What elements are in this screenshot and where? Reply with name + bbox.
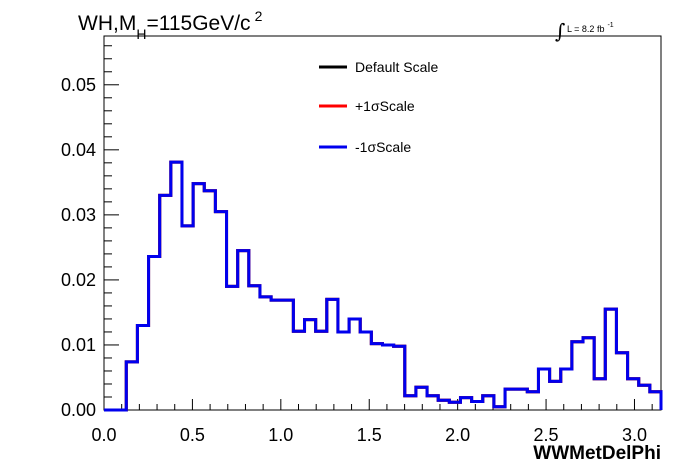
legend: Default Scale +1σScale -1σScale	[319, 59, 438, 155]
chart-title: WH,MH=115GeV/c 2	[78, 8, 263, 42]
x-tick-label: 1.5	[357, 425, 382, 445]
x-tick-label: 0.5	[180, 425, 205, 445]
y-tick-label: 0.01	[61, 335, 96, 355]
y-tick-label: 0.03	[61, 205, 96, 225]
y-tick-label: 0.05	[61, 75, 96, 95]
series-line-1	[104, 160, 663, 412]
x-axis: 0.0 0.5 1.0 1.5 2.0 2.5 3.0	[91, 399, 653, 445]
y-tick-label: 0.04	[61, 140, 96, 160]
integral-symbol: ∫	[555, 19, 565, 43]
x-tick-label: 1.0	[268, 425, 293, 445]
x-tick-label: 2.5	[534, 425, 559, 445]
legend-label-1: +1σScale	[355, 98, 415, 114]
x-tick-label: 0.0	[91, 425, 116, 445]
y-tick-label: 0.00	[61, 400, 96, 420]
x-tick-label: 2.0	[445, 425, 470, 445]
series-line-2	[104, 160, 663, 412]
legend-label-0: Default Scale	[355, 59, 438, 75]
luminosity-label: L = 8.2 fb -1	[567, 22, 614, 34]
series-layer	[104, 160, 663, 412]
x-tick-label: 3.0	[622, 425, 647, 445]
legend-label-2: -1σScale	[355, 139, 411, 155]
series-line-0	[104, 160, 663, 412]
y-axis: 0.00 0.01 0.02 0.03 0.04 0.05	[61, 45, 119, 420]
x-axis-title: WWMetDelPhi	[533, 443, 661, 464]
y-tick-label: 0.02	[61, 270, 96, 290]
plot-frame	[103, 35, 662, 411]
